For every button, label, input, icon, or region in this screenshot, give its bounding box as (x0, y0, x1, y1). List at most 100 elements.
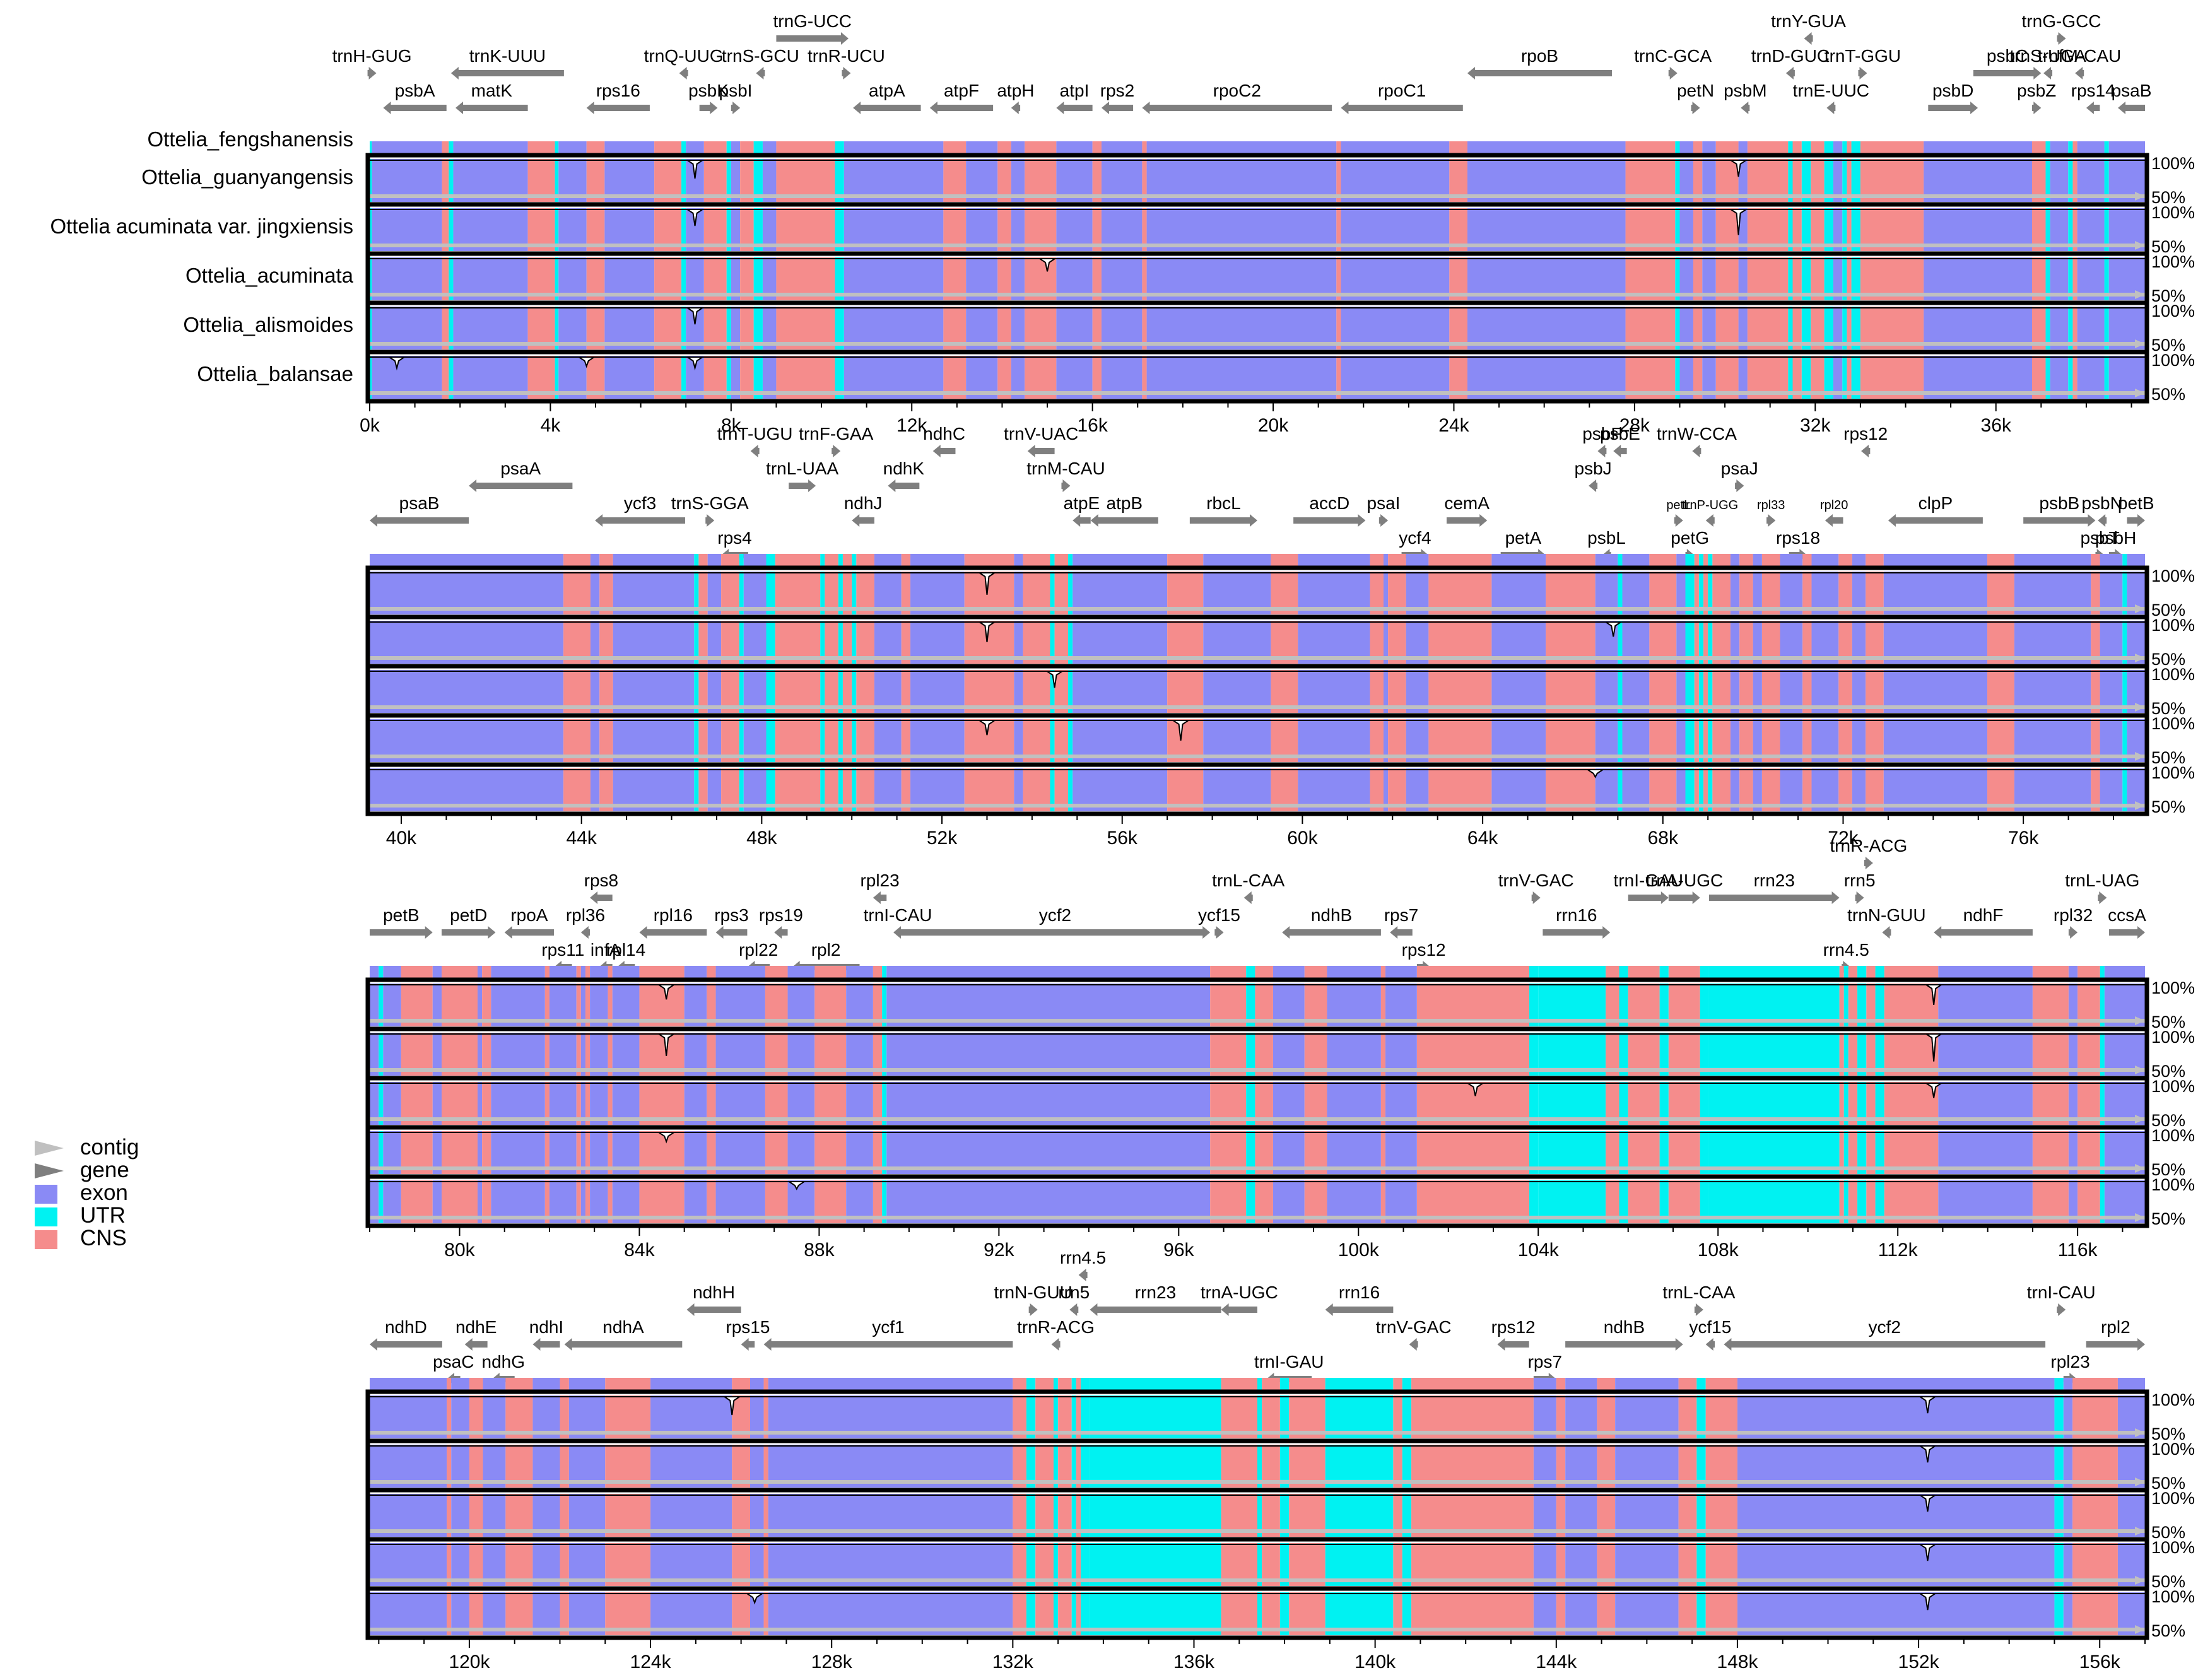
gene-arrow-rpoA (504, 926, 555, 939)
pct-label-50: 50% (2151, 237, 2185, 256)
track-region-UTR (2104, 356, 2109, 399)
track-region-UTR (1824, 208, 1833, 251)
region-CNS (1628, 966, 1660, 980)
region-UTR (1857, 966, 1867, 980)
gene-label-ndhG: ndhG (482, 1352, 526, 1372)
region-exon (549, 966, 577, 980)
track-region-UTR (1875, 1033, 1884, 1076)
gene-label-psbT: psbT (2080, 528, 2119, 548)
track-region-CNS (585, 1082, 591, 1125)
track-region-UTR (1071, 1543, 1076, 1586)
track-region-UTR (1081, 1445, 1090, 1488)
region-CNS (1705, 1378, 1737, 1392)
tick-label: 96k (1163, 1240, 1194, 1260)
gene-arrow-trnC-GCA (1668, 67, 1678, 79)
track-region-CNS (1693, 159, 1703, 202)
track-region-UTR (2054, 1592, 2064, 1635)
track-region-CNS (1013, 1395, 1026, 1438)
track-region-UTR (1700, 1131, 1709, 1174)
region-UTR (1842, 141, 1847, 155)
track-region-CNS (1393, 1395, 1402, 1438)
track-region-CNS (1739, 719, 1753, 762)
tick-label: 132k (992, 1652, 1034, 1672)
gene-label-trnT-UGU: trnT-UGU (717, 424, 793, 443)
pct-label-100: 100% (2151, 567, 2195, 585)
track-region-CNS (1703, 670, 1708, 713)
track-region-UTR (1619, 984, 1628, 1026)
track-region-UTR (1708, 621, 1713, 664)
track-region-UTR (2045, 356, 2050, 399)
gene-label-psbK: psbK (688, 81, 729, 100)
region-UTR (1257, 1378, 1262, 1392)
gene-label-trnH-GUG: trnH-GUG (332, 46, 412, 66)
gene-label-matK: matK (471, 81, 513, 100)
region-CNS (964, 554, 1014, 568)
track-region-exon (1676, 621, 1686, 664)
gene-label-trnQ-UUG: trnQ-UUG (644, 46, 724, 66)
track-region-UTR (1685, 572, 1695, 614)
track-region-exon (432, 1082, 442, 1125)
track-region-CNS (901, 719, 911, 762)
track-region-CNS (1606, 1180, 1619, 1223)
region-CNS (469, 1378, 483, 1392)
gene-label-rps7: rps7 (1384, 905, 1418, 925)
region-UTR (1659, 966, 1669, 980)
track-region-exon (2068, 1131, 2078, 1174)
gene-label-ycf2: ycf2 (1869, 1317, 1901, 1337)
contig-arrow (2135, 1016, 2145, 1025)
gene-label-petG: petG (1671, 528, 1709, 548)
contig-line (370, 1628, 2145, 1631)
track-region-UTR (1842, 208, 1847, 251)
track-region-CNS (2031, 208, 2046, 251)
region-CNS (1649, 554, 1677, 568)
track-region-CNS (2072, 356, 2078, 399)
gene-label-rps16: rps16 (596, 81, 640, 100)
gene-label-petD: petD (450, 905, 487, 925)
contig-line (370, 1529, 2145, 1533)
track-region-UTR (1659, 1082, 1669, 1125)
track-region-CNS (1848, 1131, 1858, 1174)
gene-label-psbJ: psbJ (1575, 459, 1612, 478)
contig-line (370, 705, 2145, 709)
track-region-exon (707, 572, 722, 614)
gene-label-trnS-GGA: trnS-GGA (671, 493, 749, 513)
track-region-UTR (1026, 1395, 1036, 1438)
track-region-UTR (1857, 1131, 1867, 1174)
track-region-CNS (1703, 719, 1708, 762)
cns-swatch (35, 1230, 57, 1249)
track-region-exon (1738, 257, 1748, 300)
gene-label-atpH: atpH (997, 81, 1034, 100)
region-exon (532, 1378, 560, 1392)
track-region-exon (1679, 208, 1693, 251)
region-CNS (1416, 966, 1530, 980)
track-region-CNS (1848, 984, 1858, 1026)
track-region-CNS (698, 719, 708, 762)
region-CNS (544, 966, 550, 980)
track-region-UTR (1529, 984, 1539, 1026)
gene-arrow-cemA (1446, 514, 1488, 527)
region-exon (1852, 554, 1866, 568)
region-exon (686, 141, 704, 155)
track-region-UTR (2045, 208, 2050, 251)
track-region-UTR (1788, 307, 1793, 350)
region-CNS (1838, 554, 1852, 568)
gene-label-rpoC2: rpoC2 (1213, 81, 1261, 100)
track-region-CNS (1703, 621, 1708, 664)
gene-label-psbE: psbE (1600, 424, 1640, 443)
track-region-exon (2068, 1082, 2078, 1125)
track-region-CNS (825, 621, 838, 664)
track-region-CNS (482, 984, 491, 1026)
track-region-CNS (1866, 984, 1876, 1026)
region-CNS (1715, 141, 1739, 155)
region-UTR (1538, 966, 1606, 980)
region-CNS (814, 966, 847, 980)
gene-arrow-rps15 (741, 1338, 755, 1351)
contig-arrow (2135, 1428, 2145, 1437)
contig-line (370, 607, 2145, 611)
region-CNS (1847, 141, 1852, 155)
track-region-CNS (1606, 1082, 1619, 1125)
contig-line (370, 1117, 2145, 1121)
track-region-UTR (835, 257, 844, 300)
region-exon (1730, 554, 1740, 568)
